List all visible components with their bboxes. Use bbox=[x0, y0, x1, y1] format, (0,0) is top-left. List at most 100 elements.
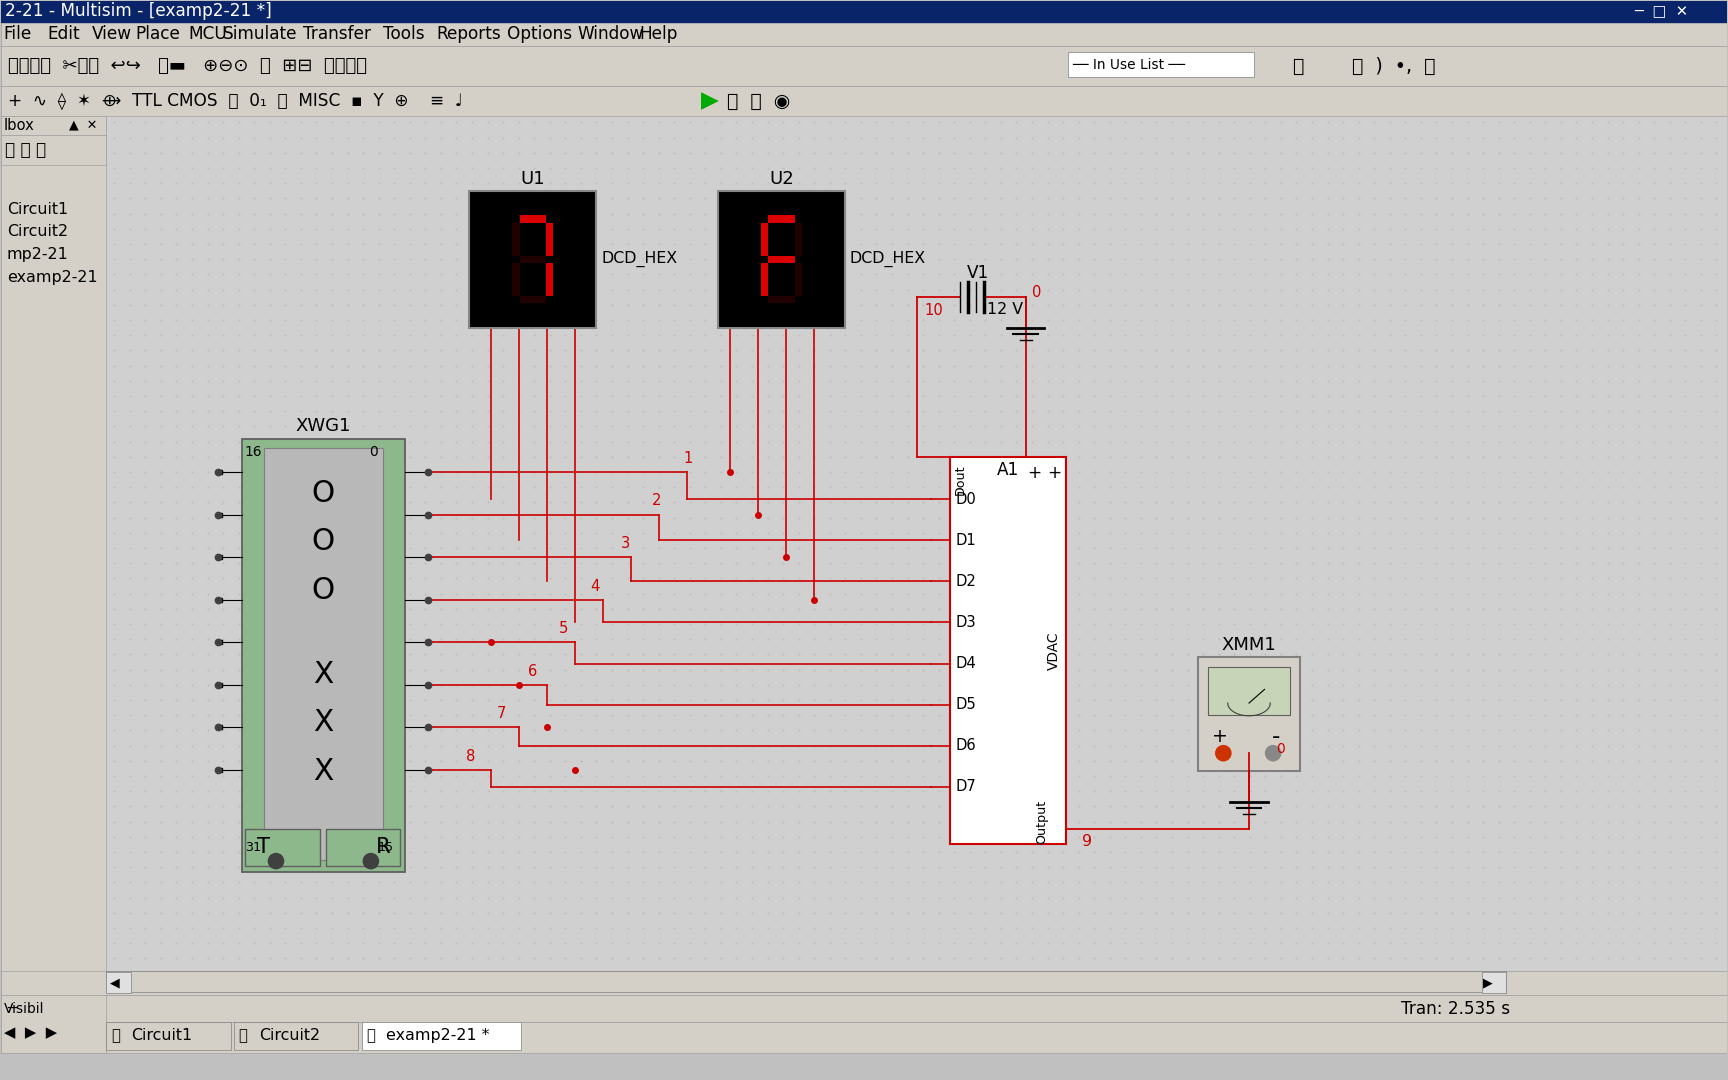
Text: O: O bbox=[311, 478, 335, 508]
Text: 7: 7 bbox=[498, 706, 506, 721]
Text: Visibil: Visibil bbox=[3, 1001, 45, 1015]
Text: D4: D4 bbox=[956, 656, 976, 671]
Text: 15: 15 bbox=[377, 841, 392, 854]
Bar bbox=[0, 117, 107, 135]
Text: VDAC: VDAC bbox=[1047, 632, 1061, 670]
Bar bbox=[1199, 658, 1299, 771]
Text: 10: 10 bbox=[924, 303, 943, 319]
Bar bbox=[245, 829, 320, 866]
Bar bbox=[769, 215, 795, 222]
Text: DCD_HEX: DCD_HEX bbox=[601, 251, 677, 268]
Text: +: + bbox=[1028, 464, 1042, 483]
Bar bbox=[107, 117, 1728, 971]
Text: ▶: ▶ bbox=[1483, 976, 1493, 989]
Bar bbox=[769, 256, 795, 262]
Bar bbox=[242, 438, 404, 872]
Text: D7: D7 bbox=[956, 779, 976, 794]
Text: ◀: ◀ bbox=[109, 976, 119, 989]
Bar bbox=[107, 971, 1507, 991]
Text: +  ∿  ⟠  ✶  ⟴  TTL CMOS  ⬛  0₁  ⬜  MISC  ▪  Y  ⊕    ≡  ♩: + ∿ ⟠ ✶ ⟴ TTL CMOS ⬛ 0₁ ⬜ MISC ▪ Y ⊕ ≡ ♩ bbox=[9, 92, 463, 110]
Bar bbox=[0, 22, 1728, 46]
Text: 6: 6 bbox=[529, 664, 537, 678]
Bar bbox=[950, 457, 1066, 845]
Text: XMM1: XMM1 bbox=[1222, 636, 1277, 654]
Bar bbox=[0, 86, 1728, 117]
Text: 3: 3 bbox=[622, 536, 631, 551]
Text: View: View bbox=[92, 25, 131, 43]
Text: DCD_HEX: DCD_HEX bbox=[850, 251, 926, 268]
Text: 2-21 - Multisim - [examp2-21 *]: 2-21 - Multisim - [examp2-21 *] bbox=[5, 2, 271, 21]
Text: ▶: ▶ bbox=[700, 90, 719, 112]
Text: 📄: 📄 bbox=[238, 1028, 247, 1043]
Bar bbox=[0, 995, 1728, 1023]
Text: lbox: lbox bbox=[3, 118, 35, 133]
Text: 31: 31 bbox=[245, 841, 261, 854]
Bar bbox=[1208, 666, 1291, 715]
Bar bbox=[0, 1023, 1728, 1053]
Bar bbox=[264, 448, 384, 860]
Text: D0: D0 bbox=[956, 491, 976, 507]
Bar bbox=[520, 215, 546, 222]
Text: Transfer: Transfer bbox=[302, 25, 372, 43]
Text: Simulate: Simulate bbox=[223, 25, 297, 43]
Bar bbox=[795, 262, 802, 296]
Bar bbox=[1481, 972, 1507, 994]
Text: V1: V1 bbox=[966, 264, 988, 282]
Text: mp2-21: mp2-21 bbox=[7, 247, 69, 262]
Bar bbox=[760, 222, 769, 256]
Bar bbox=[0, 117, 107, 1004]
Bar bbox=[327, 829, 401, 866]
Text: Tran: 2.535 s: Tran: 2.535 s bbox=[1401, 1000, 1510, 1017]
Bar bbox=[0, 46, 1728, 86]
Bar bbox=[520, 256, 546, 262]
Bar bbox=[511, 222, 520, 256]
Text: Circuit2: Circuit2 bbox=[259, 1028, 320, 1043]
Text: A1: A1 bbox=[997, 461, 1020, 480]
Text: 5: 5 bbox=[560, 621, 569, 636]
Bar bbox=[511, 262, 520, 296]
Text: D1: D1 bbox=[956, 532, 976, 548]
Bar bbox=[546, 262, 553, 296]
Bar bbox=[107, 1023, 232, 1050]
Text: R: R bbox=[377, 837, 391, 858]
Text: D6: D6 bbox=[956, 738, 976, 753]
Text: ▲  ✕: ▲ ✕ bbox=[69, 119, 97, 132]
Text: ─: ─ bbox=[7, 1001, 16, 1016]
Text: O: O bbox=[311, 576, 335, 605]
Text: examp2-21 *: examp2-21 * bbox=[387, 1028, 491, 1043]
Bar bbox=[0, 971, 1728, 995]
Text: examp2-21: examp2-21 bbox=[7, 270, 97, 285]
Text: X: X bbox=[313, 757, 334, 786]
Text: Tools: Tools bbox=[384, 25, 425, 43]
Text: ─  □  ✕: ─ □ ✕ bbox=[1635, 4, 1688, 19]
Text: 0: 0 bbox=[1032, 285, 1042, 300]
Text: ❓: ❓ bbox=[1293, 56, 1303, 76]
Text: Reports: Reports bbox=[435, 25, 501, 43]
Text: U1: U1 bbox=[520, 170, 544, 188]
Text: Window: Window bbox=[577, 25, 645, 43]
Text: 9: 9 bbox=[1082, 834, 1092, 849]
Text: Circuit1: Circuit1 bbox=[7, 202, 67, 217]
Text: ◀  ▶  ▶: ◀ ▶ ▶ bbox=[3, 1025, 57, 1040]
Text: D3: D3 bbox=[956, 615, 976, 630]
Text: ⬛💾🖨🔍  ✂📋📄  ↩↪   ⬜▬   ⊕⊖⊙  🔎  ⊞⊟  🔲📊📦📋: ⬛💾🖨🔍 ✂📋📄 ↩↪ ⬜▬ ⊕⊖⊙ 🔎 ⊞⊟ 🔲📊📦📋 bbox=[9, 57, 368, 76]
Text: D5: D5 bbox=[956, 697, 976, 712]
Text: 12 V: 12 V bbox=[987, 301, 1023, 316]
Bar bbox=[233, 1023, 358, 1050]
Bar bbox=[0, 1, 1728, 22]
Text: +: + bbox=[1047, 464, 1061, 483]
Bar bbox=[795, 222, 802, 256]
Text: 中  )  •,  简: 中 ) •, 简 bbox=[1353, 56, 1436, 76]
Text: MCU: MCU bbox=[188, 25, 226, 43]
Text: 1: 1 bbox=[684, 451, 693, 465]
Text: 0: 0 bbox=[1277, 742, 1286, 756]
Text: Place: Place bbox=[135, 25, 180, 43]
Text: File: File bbox=[3, 25, 33, 43]
Text: -: - bbox=[1272, 725, 1280, 748]
Text: Circuit1: Circuit1 bbox=[131, 1028, 192, 1043]
Text: Output: Output bbox=[1035, 799, 1049, 843]
Text: 📄: 📄 bbox=[366, 1028, 375, 1043]
Text: ── In Use List ──: ── In Use List ── bbox=[1073, 57, 1185, 71]
Text: Dout: Dout bbox=[954, 464, 968, 495]
Circle shape bbox=[1217, 745, 1230, 760]
